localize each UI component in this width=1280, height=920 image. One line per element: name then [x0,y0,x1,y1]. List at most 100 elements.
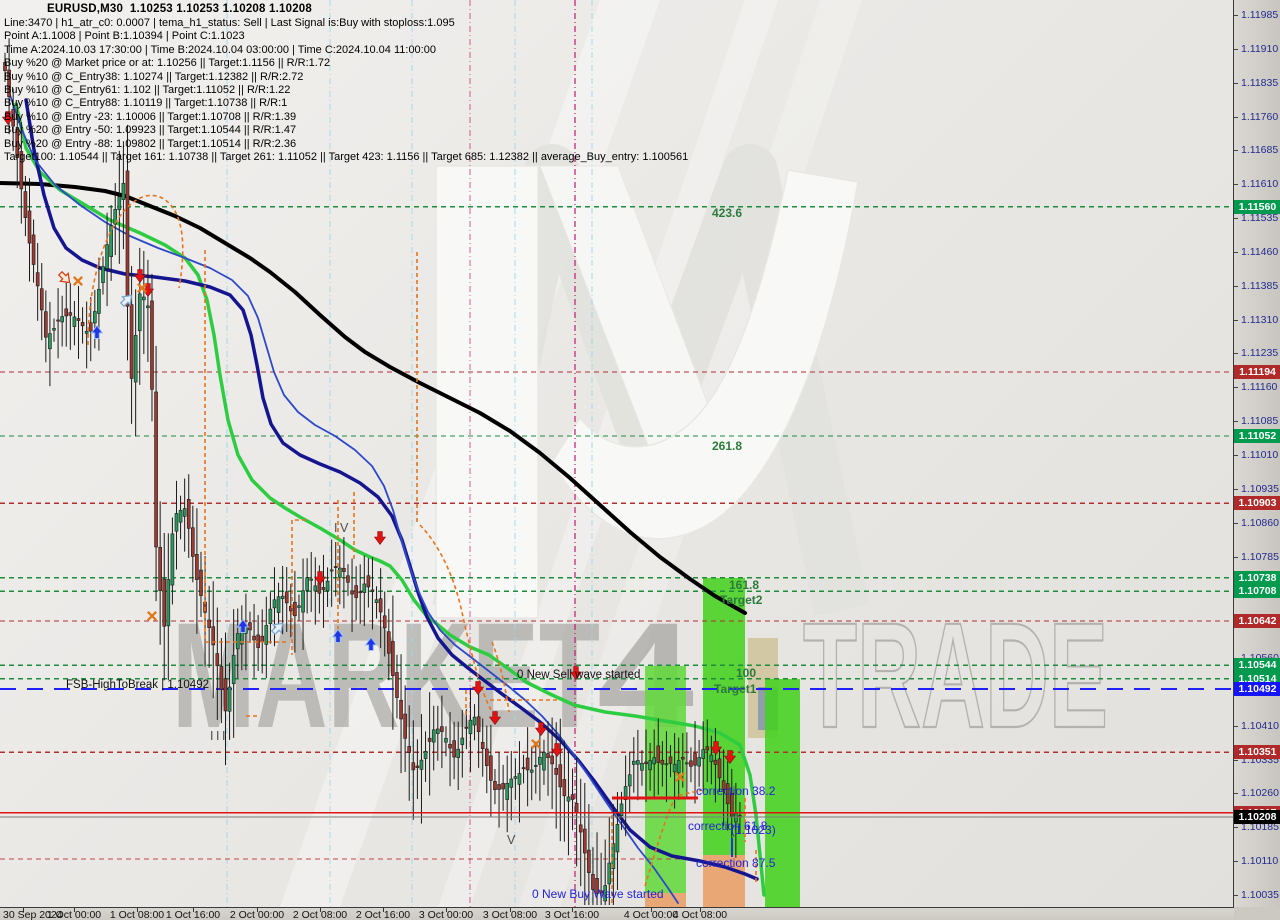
annotation-text: correction 87.5 [696,856,776,870]
candle-body [607,862,612,885]
annotation-text: Target2 [720,593,763,607]
candle-body [223,678,228,712]
candle-body [289,605,293,612]
candle-body [640,762,644,771]
candle-body [578,824,583,833]
price-tick-label: 1.11460 [1241,245,1279,258]
annotation-text: correction 38.2 [696,784,776,798]
x-signal-icon [146,610,158,622]
candle-body [117,196,122,211]
candle-body [178,509,183,523]
price-tick-label: 1.11535 [1241,212,1279,225]
red-price-badge: 1.11194 [1234,364,1280,379]
price-tickmark [1234,421,1238,423]
candle-body [105,244,109,269]
annotation-text: V [507,833,518,847]
price-tick-label: 1.10110 [1241,855,1279,868]
price-tickmark [1234,353,1238,355]
candle-body [627,774,632,787]
price-tickmark [1234,725,1238,727]
candle-body [297,605,301,608]
candle-body [444,738,448,743]
candle-body [378,598,383,613]
price-tickmark [1234,894,1238,896]
candle-body [501,783,505,790]
candle-body [7,69,11,98]
candle-body [566,796,571,802]
candle-body [252,635,256,641]
price-tick-label: 1.11310 [1241,313,1279,326]
candle-body [631,760,636,765]
trailing-stop-segment [87,194,184,346]
candle-body [182,508,187,517]
sell-arrow-icon [723,750,737,765]
candle-body [80,322,85,327]
time-tickmark [193,908,194,912]
price-axis[interactable]: 1.11985 1.11910 1.11835 1.11760 1.11685 1.116… [1233,0,1280,907]
candle-body [19,151,24,190]
candle-body [354,585,358,598]
candle-body [558,764,563,788]
candle-body [701,749,705,759]
candle-body [636,760,640,765]
candle-body [88,322,93,332]
candle-body [199,569,203,596]
candle-body [525,757,530,771]
candle-body [166,579,171,627]
buy-arrow-icon [90,324,104,339]
annotation-text: 0 New Buy Wave started [532,887,664,901]
price-tick-label: 1.11235 [1241,347,1279,360]
price-tick-label: 1.11160 [1241,381,1278,394]
fibonacci-level-lines [0,206,1233,860]
time-tick-label: 3 Oct 16:00 [544,909,600,920]
candle-body [480,742,485,749]
time-tick-label: 1 Oct 00:00 [46,909,102,920]
candle-body [113,209,118,225]
candle-body [3,62,7,71]
price-tickmark [1234,82,1238,84]
candle-body [464,726,469,729]
buy-arrow-icon [119,294,133,308]
candle-body [509,778,514,788]
candle-body [44,311,48,338]
candle-body [448,743,452,749]
ma-slow-black [0,181,747,615]
candle-body [493,781,497,790]
time-tickmark [137,908,138,912]
black-price-badge: 1.10208 [1234,809,1280,824]
candle-body [554,767,559,775]
price-tick-label: 1.11085 [1241,415,1279,428]
candle-body [158,546,162,591]
candle-body [342,567,346,572]
candle-body [52,328,56,331]
candle-body [546,753,550,758]
chart-plot-area[interactable]: MARKET4TRADE 423.6261.8161.8Target2100Ta… [0,0,1233,907]
price-tickmark [1234,150,1238,152]
green-price-badge: 1.11052 [1234,429,1280,444]
green-price-badge: 1.11560 [1234,199,1280,214]
target-zones [645,578,800,907]
green-price-badge: 1.10708 [1234,584,1280,599]
watermark-word-trade: TRADE [803,591,1108,759]
candle-body [370,589,375,592]
candle-body [644,761,648,765]
time-axis[interactable]: 30 Sep 2024 1 Oct 00:00 1 Oct 08:00 1 Oct 1… [0,907,1234,920]
price-tick-label: 1.10185 [1241,821,1279,834]
zone-rect [645,893,686,907]
time-tickmark [23,908,24,912]
red-price-badge: 1.10351 [1234,745,1280,760]
candle-body [668,756,673,764]
candle-body [125,170,130,307]
sell-arrow-icon [550,743,564,758]
price-tick-label: 1.10935 [1241,482,1279,495]
candle-body [35,272,40,287]
candle-body [717,758,722,779]
time-tickmark [257,908,258,912]
candle-body [97,288,101,314]
candle-body [603,885,608,902]
candle-body [346,575,350,583]
sell-arrow-icon [709,741,723,756]
price-tick-label: 1.11910 [1241,42,1279,55]
